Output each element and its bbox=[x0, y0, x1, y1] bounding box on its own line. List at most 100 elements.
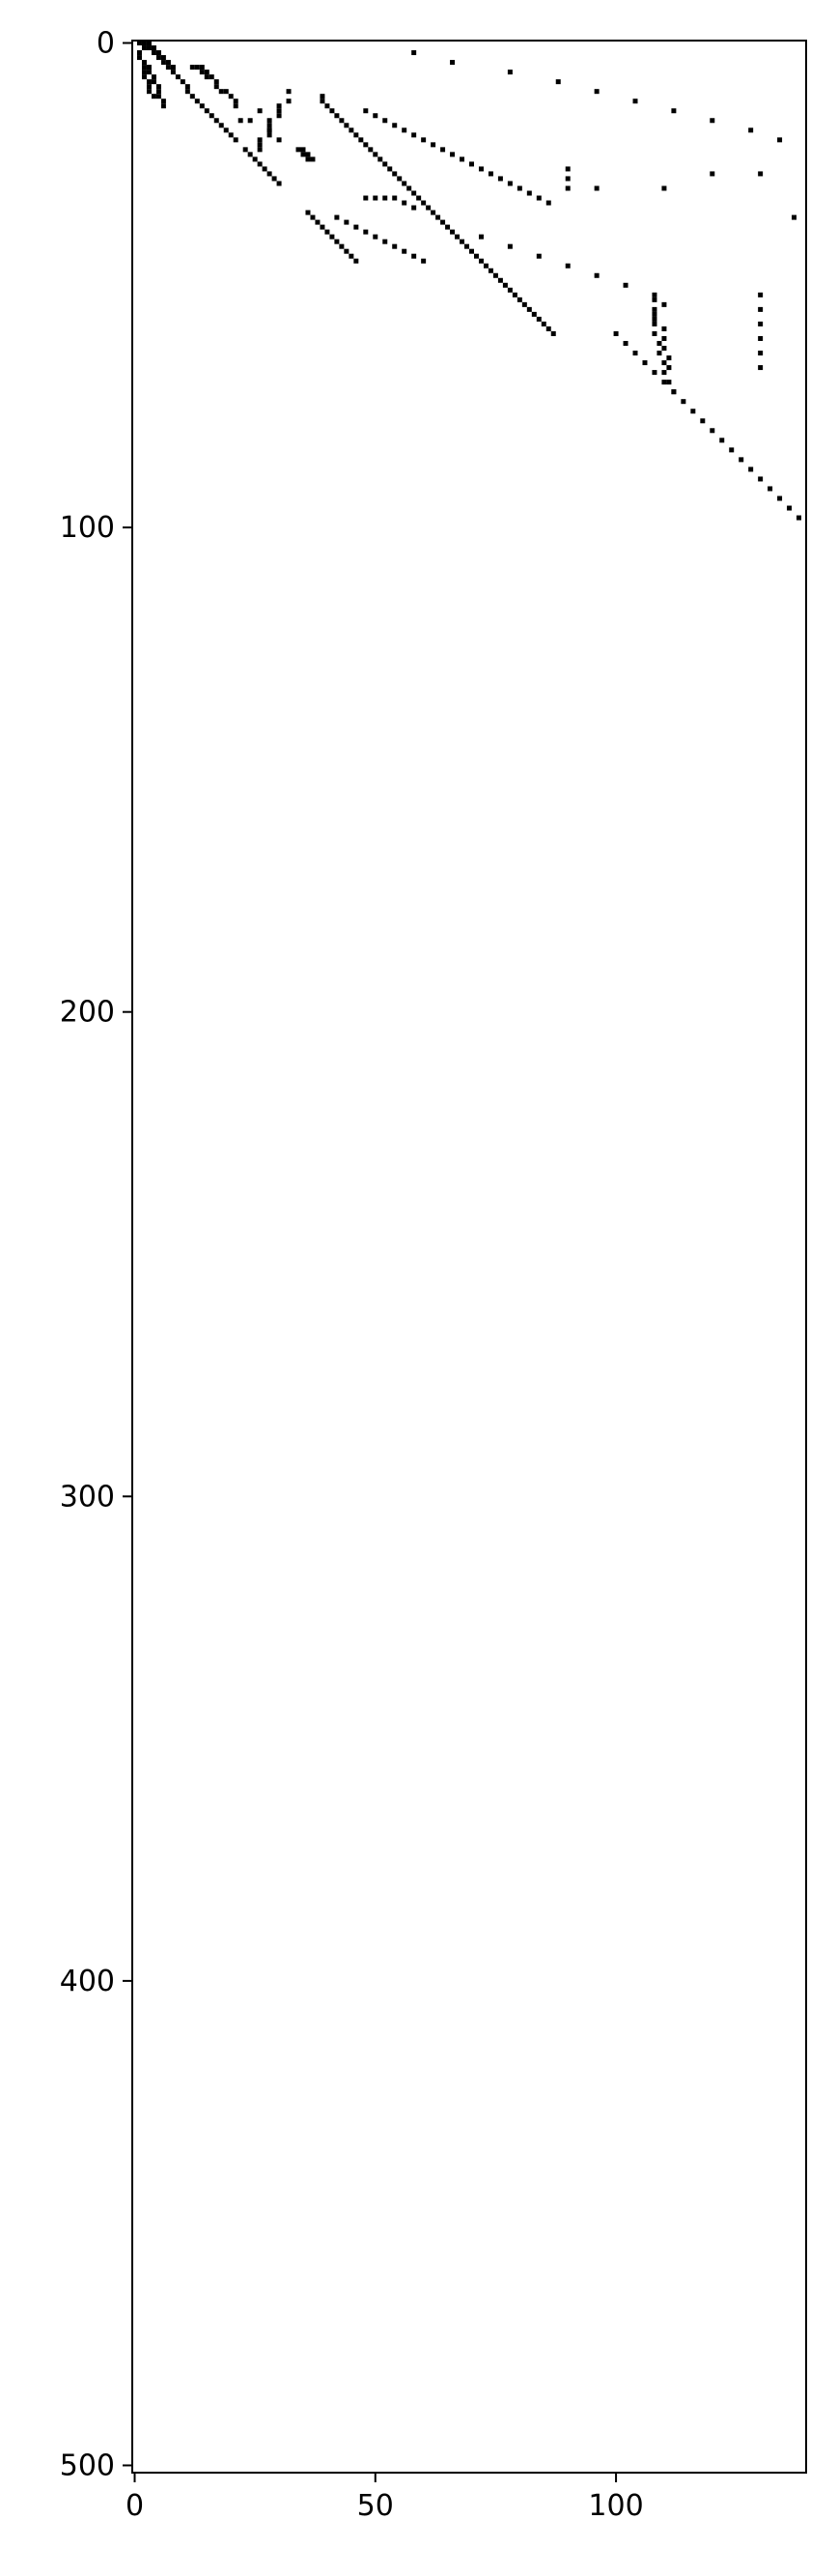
nonzero-cell bbox=[402, 248, 407, 254]
nonzero-cell bbox=[435, 214, 441, 220]
nonzero-cell bbox=[146, 65, 152, 71]
nonzero-cell bbox=[170, 65, 176, 71]
nonzero-cell bbox=[483, 263, 489, 269]
nonzero-cell bbox=[204, 70, 210, 75]
nonzero-cell bbox=[194, 99, 200, 104]
nonzero-cell bbox=[213, 118, 219, 124]
nonzero-cell bbox=[344, 219, 349, 225]
nonzero-cell bbox=[175, 74, 181, 80]
nonzero-cell bbox=[151, 50, 156, 56]
nonzero-cell bbox=[661, 301, 667, 307]
nonzero-cell bbox=[497, 277, 503, 283]
nonzero-cell bbox=[565, 185, 571, 191]
nonzero-cell bbox=[700, 418, 706, 424]
nonzero-cell bbox=[276, 108, 282, 114]
nonzero-cell bbox=[777, 137, 783, 143]
nonzero-cell bbox=[406, 185, 412, 191]
nonzero-cell bbox=[300, 152, 306, 157]
nonzero-cell bbox=[310, 156, 316, 162]
nonzero-cell bbox=[411, 253, 417, 259]
nonzero-cell bbox=[507, 243, 513, 249]
nonzero-cell bbox=[373, 152, 378, 157]
nonzero-cell bbox=[223, 89, 229, 95]
nonzero-cell bbox=[758, 321, 764, 326]
nonzero-cell bbox=[141, 74, 147, 80]
nonzero-cell bbox=[266, 127, 272, 133]
nonzero-cell bbox=[141, 45, 147, 51]
nonzero-cell bbox=[213, 79, 219, 85]
nonzero-cell bbox=[652, 292, 657, 297]
nonzero-cell bbox=[536, 195, 542, 201]
nonzero-cell bbox=[242, 147, 248, 153]
nonzero-cell bbox=[632, 351, 638, 356]
nonzero-cell bbox=[536, 253, 542, 259]
nonzero-cell bbox=[455, 234, 461, 240]
y-axis: 0 100 200 300 400 500 bbox=[60, 27, 132, 2482]
nonzero-cell bbox=[334, 239, 340, 244]
nonzero-cell bbox=[377, 156, 383, 162]
nonzero-cell bbox=[141, 60, 147, 66]
nonzero-cell bbox=[642, 360, 648, 366]
nonzero-cell bbox=[411, 50, 417, 56]
nonzero-cell bbox=[247, 152, 253, 157]
nonzero-cell bbox=[151, 79, 156, 85]
x-tick-label: 50 bbox=[357, 2489, 394, 2523]
nonzero-cell bbox=[392, 123, 398, 128]
nonzero-cell bbox=[652, 370, 657, 376]
nonzero-cell bbox=[768, 486, 773, 492]
nonzero-cell bbox=[228, 94, 234, 99]
nonzero-cell bbox=[194, 65, 200, 71]
nonzero-cell bbox=[469, 161, 474, 167]
nonzero-cell bbox=[710, 118, 715, 124]
nonzero-cell bbox=[155, 55, 161, 61]
nonzero-cell bbox=[334, 113, 340, 119]
nonzero-cell bbox=[758, 306, 764, 312]
nonzero-cell bbox=[320, 94, 325, 99]
nonzero-cell bbox=[526, 190, 532, 196]
nonzero-cell bbox=[382, 161, 388, 167]
nonzero-cell bbox=[392, 243, 398, 249]
nonzero-cell bbox=[450, 60, 456, 66]
nonzero-cell bbox=[363, 195, 369, 201]
nonzero-cell bbox=[262, 166, 267, 172]
nonzero-cell bbox=[478, 258, 484, 264]
nonzero-cell bbox=[652, 306, 657, 312]
nonzero-cell bbox=[160, 99, 166, 104]
nonzero-cell bbox=[300, 147, 306, 153]
nonzero-cell bbox=[170, 70, 176, 75]
y-tick-label: 400 bbox=[60, 1965, 115, 1998]
nonzero-cell bbox=[204, 74, 210, 80]
nonzero-cell bbox=[295, 147, 301, 153]
nonzero-cell bbox=[402, 127, 407, 133]
nonzero-cell bbox=[464, 243, 469, 249]
nonzero-cell bbox=[329, 234, 335, 240]
nonzero-cell bbox=[184, 84, 190, 90]
x-tick-label: 0 bbox=[126, 2489, 144, 2523]
nonzero-cell bbox=[661, 360, 667, 366]
nonzero-cell bbox=[661, 185, 667, 191]
nonzero-cell bbox=[184, 89, 190, 95]
nonzero-cell bbox=[257, 142, 263, 148]
nonzero-cell bbox=[233, 137, 238, 143]
nonzero-cell bbox=[656, 351, 662, 356]
nonzero-cell bbox=[545, 326, 551, 331]
nonzero-cell bbox=[550, 330, 556, 336]
nonzero-cell bbox=[440, 147, 446, 153]
nonzero-cell bbox=[411, 205, 417, 211]
x-tick-label: 100 bbox=[588, 2489, 643, 2523]
nonzero-cell bbox=[652, 316, 657, 322]
nonzero-cell bbox=[315, 219, 321, 225]
nonzero-cell bbox=[353, 224, 359, 230]
y-tick-label: 300 bbox=[60, 1480, 115, 1514]
nonzero-cell bbox=[421, 200, 427, 206]
nonzero-cell bbox=[237, 118, 243, 124]
nonzero-cell bbox=[160, 103, 166, 109]
nonzero-cell bbox=[155, 84, 161, 90]
nonzero-cell bbox=[146, 70, 152, 75]
nonzero-cell bbox=[431, 142, 436, 148]
nonzero-cell bbox=[266, 132, 272, 138]
nonzero-cell bbox=[652, 321, 657, 326]
nonzero-cell bbox=[209, 74, 214, 80]
nonzero-cell bbox=[151, 74, 156, 80]
